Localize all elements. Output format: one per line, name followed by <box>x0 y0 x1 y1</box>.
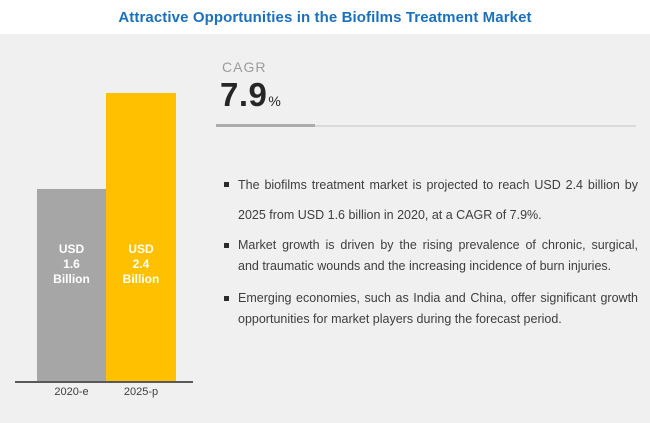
header-band: Attractive Opportunities in the Biofilms… <box>0 0 650 34</box>
list-item: Emerging economies, such as India and Ch… <box>224 288 638 330</box>
bar-value-label-2020: USD 1.6 Billion <box>37 242 106 287</box>
bar-label-line: Billion <box>53 272 90 286</box>
bar-label-line: Billion <box>122 272 160 286</box>
list-item: The biofilms treatment market is project… <box>224 170 638 230</box>
x-tick-2020: 2020-e <box>54 386 89 398</box>
bullet-text: Emerging economies, such as India and Ch… <box>238 291 638 326</box>
cagr-value-row: 7.9 % <box>220 76 281 114</box>
x-tick-2025: 2025-p <box>123 386 159 398</box>
bar-label-line: USD <box>128 242 154 256</box>
bar-2020 <box>37 189 106 381</box>
cagr-percent-sign: % <box>268 93 281 109</box>
bar-label-line: 2.4 <box>132 257 150 271</box>
page-title: Attractive Opportunities in the Biofilms… <box>118 9 532 26</box>
bar-value-label-2025: USD 2.4 Billion <box>106 242 176 287</box>
bullet-text: The biofilms treatment market is project… <box>238 178 638 222</box>
bullet-square-icon <box>224 243 229 248</box>
list-item: Market growth is driven by the rising pr… <box>224 235 638 277</box>
bullet-text: Market growth is driven by the rising pr… <box>238 238 638 273</box>
x-axis-line <box>15 381 193 383</box>
bar-label-line: USD <box>58 242 85 256</box>
bullet-square-icon <box>224 296 229 301</box>
bullet-list: The biofilms treatment market is project… <box>224 170 638 330</box>
bar-chart: USD 1.6 Billion USD 2.4 Billion 2020-e 2… <box>0 34 210 423</box>
bar-2025 <box>106 93 176 381</box>
bar-label-line: 1.6 <box>63 257 80 271</box>
divider-dark-segment <box>216 124 315 127</box>
content-area: USD 1.6 Billion USD 2.4 Billion 2020-e 2… <box>0 34 650 423</box>
bullet-square-icon <box>224 182 229 187</box>
cagr-label: CAGR <box>222 59 267 75</box>
divider-light-segment <box>315 124 636 127</box>
section-divider <box>216 124 636 127</box>
cagr-value: 7.9 <box>220 76 268 113</box>
